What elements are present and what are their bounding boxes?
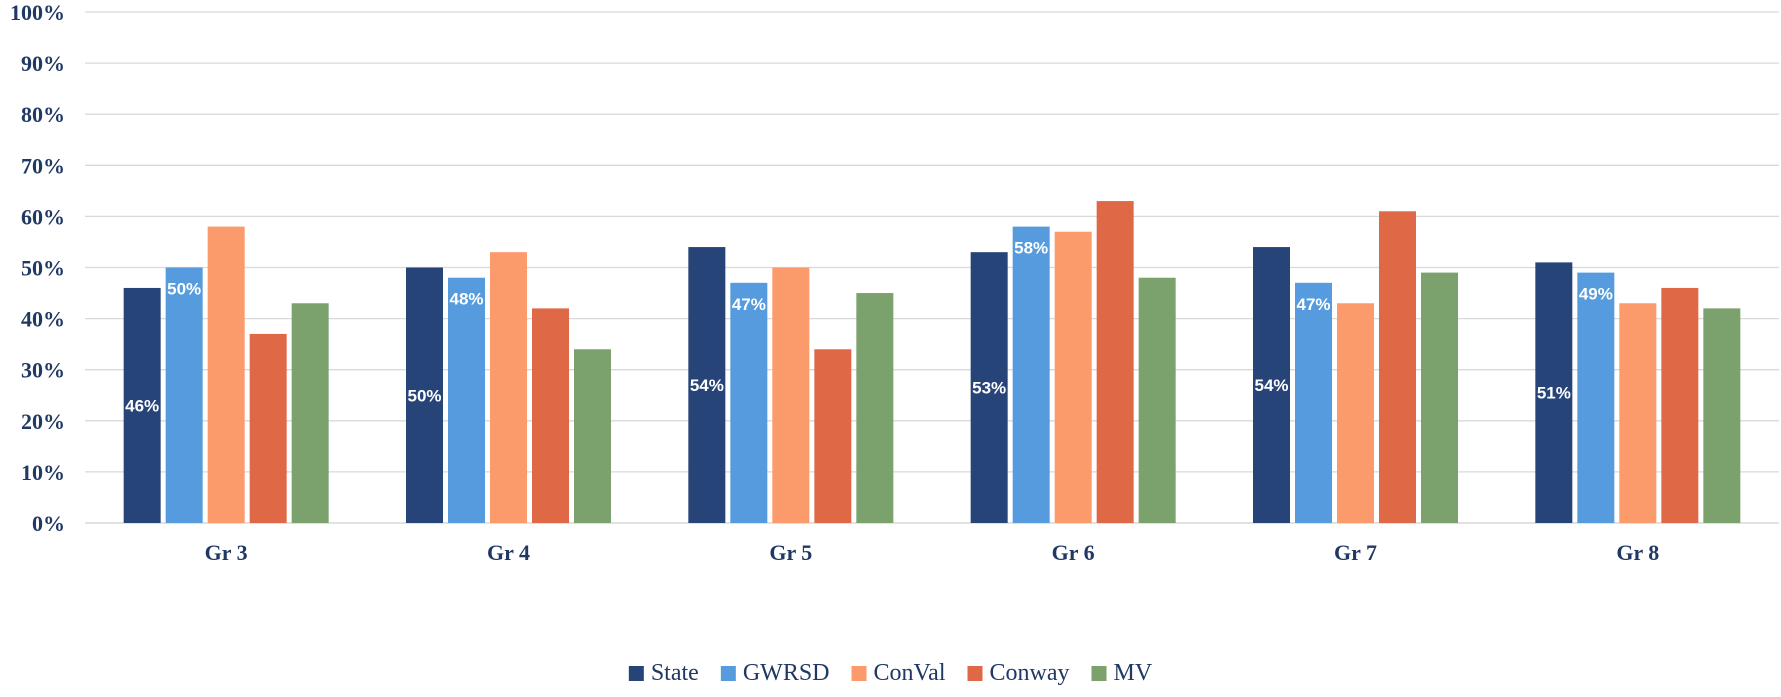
legend-item-state: State — [628, 660, 699, 686]
bar-mv-gr4 — [574, 349, 611, 523]
bar-conway-gr3 — [249, 333, 287, 523]
data-labels: 46% 50% 50% 48% 54% 47% 53% 58% 54% 47% 51% 49% — [125, 239, 1613, 416]
data-label: 50% — [407, 386, 441, 405]
legend-item-gwrsd: GWRSD — [720, 660, 830, 686]
legend: State GWRSD ConVal Conway MV — [628, 660, 1153, 686]
x-tick-label: Gr 8 — [1616, 540, 1659, 565]
data-label: 49% — [1579, 285, 1613, 304]
legend-label: MV — [1114, 660, 1153, 686]
bar-state-gr5 — [688, 247, 726, 523]
bar-gwrsd-gr3 — [165, 267, 203, 523]
data-label: 54% — [1254, 376, 1288, 395]
bar-state-gr3 — [123, 287, 161, 523]
bar-conval-gr5 — [772, 267, 810, 523]
legend-label: State — [651, 660, 699, 686]
legend-swatch — [1091, 666, 1107, 681]
data-label: 53% — [972, 379, 1006, 398]
bar-state-gr4 — [406, 267, 443, 523]
bar-conway-gr7 — [1379, 211, 1416, 524]
y-tick-label: 0% — [32, 511, 65, 536]
y-tick-label: 80% — [21, 102, 65, 127]
bar-gwrsd-gr8 — [1577, 272, 1615, 523]
bars — [123, 201, 1741, 524]
y-tick-label: 90% — [21, 51, 65, 76]
data-label: 58% — [1014, 239, 1048, 258]
legend-label: GWRSD — [743, 660, 830, 686]
x-tick-label: Gr 3 — [205, 540, 248, 565]
y-tick-label: 40% — [21, 307, 65, 332]
bar-mv-gr8 — [1703, 308, 1741, 523]
bar-conval-gr6 — [1054, 231, 1092, 524]
legend-item-conway: Conway — [967, 660, 1070, 686]
bar-gwrsd-gr7 — [1295, 282, 1332, 523]
legend-swatch — [628, 666, 644, 681]
bar-gwrsd-gr6 — [1012, 226, 1050, 523]
legend-item-conval: ConVal — [851, 660, 946, 686]
data-label: 50% — [167, 280, 201, 299]
data-label: 47% — [732, 295, 766, 314]
bar-conval-gr7 — [1337, 303, 1374, 523]
bar-gwrsd-gr4 — [448, 277, 485, 523]
data-label: 47% — [1296, 295, 1330, 314]
bar-mv-gr7 — [1421, 272, 1458, 523]
y-tick-label: 50% — [21, 256, 65, 281]
bar-gwrsd-gr5 — [730, 282, 768, 523]
bar-conway-gr6 — [1096, 201, 1134, 523]
bar-state-gr8 — [1535, 262, 1573, 523]
legend-swatch — [851, 666, 867, 681]
data-label: 48% — [449, 290, 483, 309]
x-axis-ticks: Gr 3 Gr 4 Gr 5 Gr 6 Gr 7 Gr 8 — [205, 540, 1660, 565]
y-tick-label: 60% — [21, 204, 65, 229]
x-tick-label: Gr 4 — [487, 540, 530, 565]
legend-label: Conway — [990, 660, 1070, 686]
x-tick-label: Gr 7 — [1334, 540, 1377, 565]
legend-label: ConVal — [874, 660, 946, 686]
x-tick-label: Gr 6 — [1052, 540, 1095, 565]
y-tick-label: 20% — [21, 409, 65, 434]
legend-swatch — [967, 666, 983, 681]
y-tick-label: 100% — [10, 0, 65, 25]
data-label: 54% — [690, 376, 724, 395]
y-axis-ticks: 0% 10% 20% 30% 40% 50% 60% 70% 80% 90% 100% — [10, 0, 65, 536]
gridlines — [85, 11, 1779, 524]
bar-mv-gr3 — [291, 303, 329, 523]
bar-conval-gr3 — [207, 226, 245, 523]
legend-item-mv: MV — [1091, 660, 1153, 686]
y-tick-label: 10% — [21, 460, 65, 485]
bar-conway-gr5 — [814, 349, 852, 523]
bar-mv-gr5 — [856, 293, 894, 523]
data-label: 51% — [1537, 384, 1571, 403]
bar-conval-gr8 — [1619, 303, 1657, 523]
legend-swatch — [720, 666, 736, 681]
data-label: 46% — [125, 396, 159, 415]
y-tick-label: 70% — [21, 153, 65, 178]
bar-conval-gr4 — [490, 252, 527, 524]
bar-state-gr7 — [1253, 247, 1290, 523]
bar-conway-gr8 — [1661, 287, 1699, 523]
y-tick-label: 30% — [21, 358, 65, 383]
bar-state-gr6 — [970, 252, 1008, 524]
bar-mv-gr6 — [1138, 277, 1176, 523]
x-tick-label: Gr 5 — [769, 540, 812, 565]
bar-conway-gr4 — [532, 308, 569, 523]
